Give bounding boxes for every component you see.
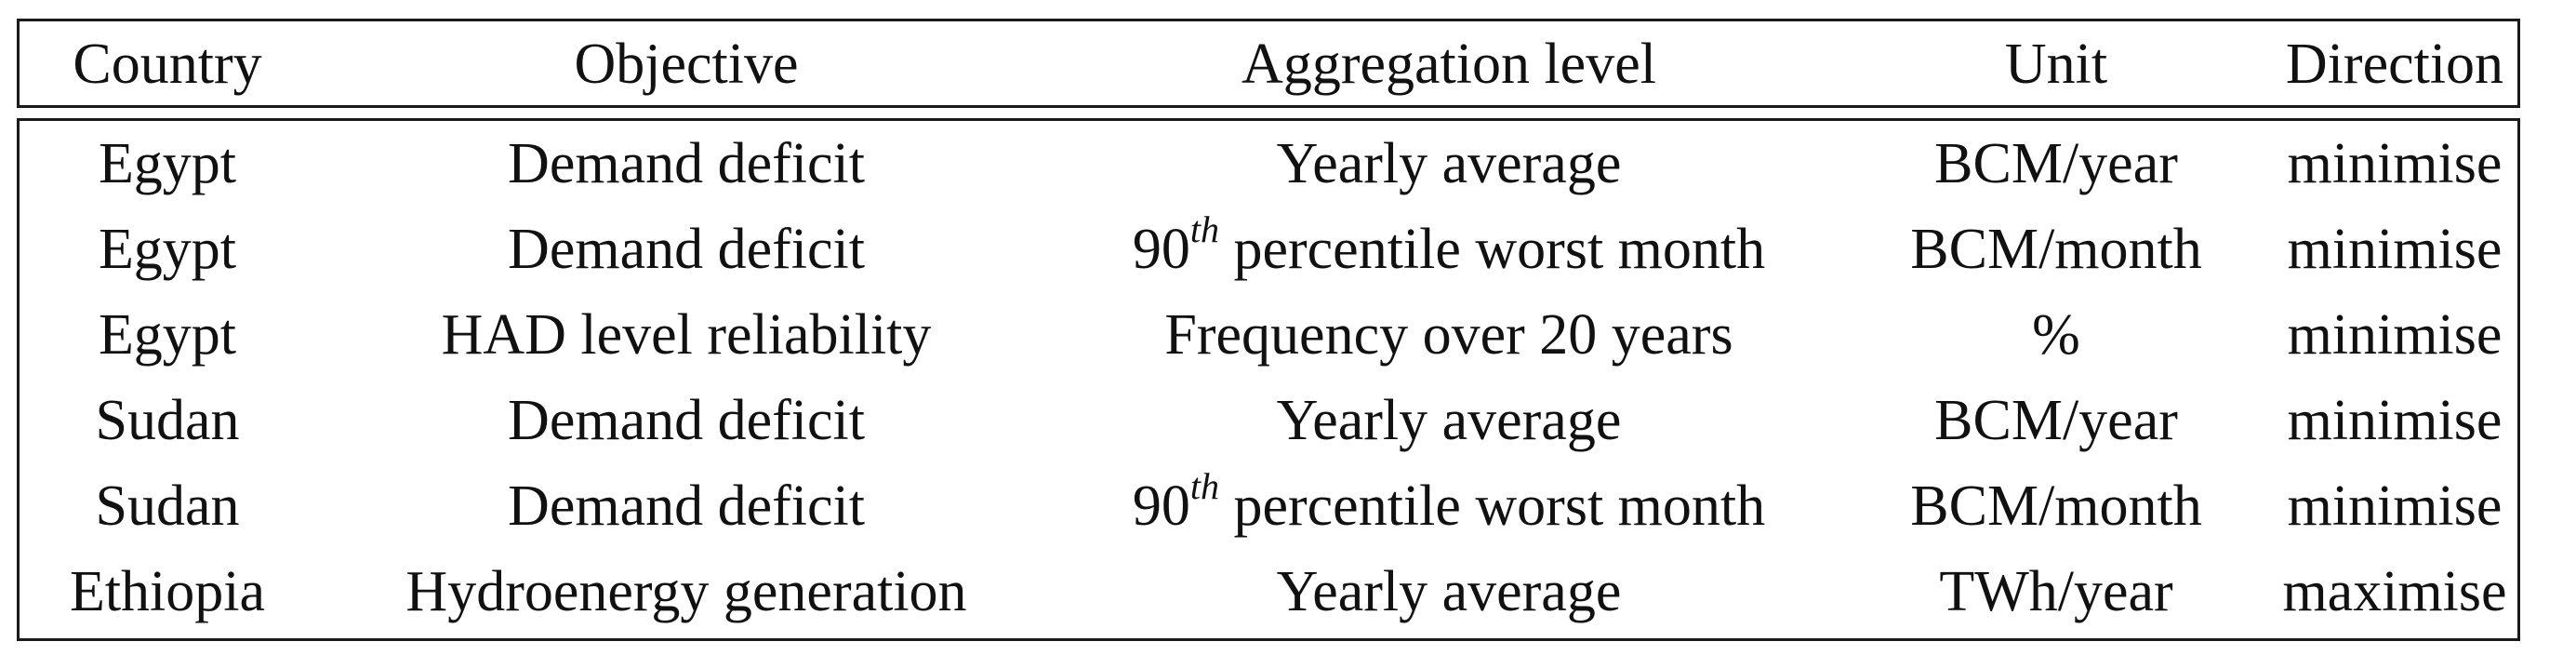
table-row: Sudan Demand deficit 90th percentile wor… xyxy=(20,463,2517,549)
country-cell: Egypt xyxy=(98,218,237,281)
table-header: Country Objective Aggregation level Unit… xyxy=(17,19,2520,108)
objective-cell: Demand deficit xyxy=(508,132,865,195)
aggregation-cell: Frequency over 20 years xyxy=(1057,292,1840,378)
objective-cell: Demand deficit xyxy=(508,389,865,452)
country-cell: Sudan xyxy=(95,475,240,538)
objective-cell: Demand deficit xyxy=(508,218,865,281)
direction-cell: minimise xyxy=(2287,132,2503,195)
ordinal-superscript: th xyxy=(1189,465,1219,508)
aggregation-cell: Yearly average xyxy=(1057,549,1840,635)
aggregation-text: Yearly average xyxy=(1276,132,1622,195)
aggregation-text: Frequency over 20 years xyxy=(1164,303,1733,367)
aggregation-text: 90 xyxy=(1132,218,1190,281)
header-direction: Direction xyxy=(2285,33,2504,96)
unit-cell: BCM/year xyxy=(1934,132,2178,195)
direction-cell: minimise xyxy=(2287,475,2503,538)
aggregation-text-rest: percentile worst month xyxy=(1219,218,1766,281)
objective-cell: Hydroenergy generation xyxy=(405,560,967,623)
objective-cell: HAD level reliability xyxy=(441,303,932,367)
unit-cell: % xyxy=(2032,303,2080,367)
aggregation-text: Yearly average xyxy=(1276,560,1622,623)
aggregation-cell: 90th percentile worst month xyxy=(1057,207,1840,292)
unit-cell: TWh/year xyxy=(1939,560,2173,623)
table-row: Egypt HAD level reliability Frequency ov… xyxy=(20,292,2517,378)
table-row: Sudan Demand deficit Yearly average BCM/… xyxy=(20,378,2517,463)
country-cell: Egypt xyxy=(98,132,237,195)
direction-cell: minimise xyxy=(2287,218,2503,281)
direction-cell: minimise xyxy=(2287,389,2503,452)
country-cell: Ethiopia xyxy=(69,560,266,623)
aggregation-cell: 90th percentile worst month xyxy=(1057,463,1840,549)
header-row: Country Objective Aggregation level Unit… xyxy=(20,21,2517,107)
objective-cell: Demand deficit xyxy=(508,475,865,538)
aggregation-cell: Yearly average xyxy=(1057,121,1840,207)
aggregation-cell: Yearly average xyxy=(1057,378,1840,463)
ordinal-superscript: th xyxy=(1189,208,1219,251)
unit-cell: BCM/month xyxy=(1910,475,2202,538)
header-objective: Objective xyxy=(574,33,799,96)
unit-cell: BCM/year xyxy=(1934,389,2178,452)
header-unit: Unit xyxy=(2004,33,2108,96)
table-body: Egypt Demand deficit Yearly average BCM/… xyxy=(17,118,2520,641)
aggregation-text: Yearly average xyxy=(1276,389,1622,452)
country-cell: Egypt xyxy=(98,303,237,367)
table-row: Ethiopia Hydroenergy generation Yearly a… xyxy=(20,549,2517,635)
direction-cell: minimise xyxy=(2287,303,2503,367)
table-row: Egypt Demand deficit Yearly average BCM/… xyxy=(20,121,2517,207)
header-country: Country xyxy=(73,33,262,96)
table-row: Egypt Demand deficit 90th percentile wor… xyxy=(20,207,2517,292)
country-cell: Sudan xyxy=(95,389,240,452)
header-aggregation-level: Aggregation level xyxy=(1242,33,1656,96)
unit-cell: BCM/month xyxy=(1910,218,2202,281)
aggregation-text-rest: percentile worst month xyxy=(1219,475,1766,538)
aggregation-text: 90 xyxy=(1132,475,1190,538)
direction-cell: maximise xyxy=(2282,560,2507,623)
